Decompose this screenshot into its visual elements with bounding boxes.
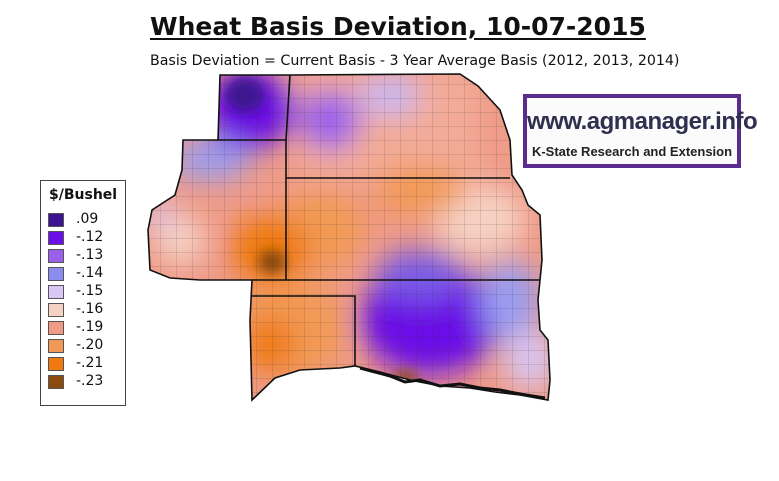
red-river-border	[359, 366, 546, 400]
map-title: Wheat Basis Deviation, 10-07-2015	[150, 12, 646, 41]
legend-item: -.15	[48, 283, 124, 300]
legend: $/Bushel .09 -.12 -.13 -.14 -.15 -.16 -.…	[40, 180, 126, 406]
legend-swatch	[48, 231, 64, 245]
legend-swatch	[48, 321, 64, 335]
legend-swatch	[48, 249, 64, 263]
brand-url: www.agmanager.info	[527, 108, 758, 135]
legend-item: -.14	[48, 265, 124, 282]
legend-item: -.23	[48, 373, 124, 390]
legend-label: -.12	[76, 229, 104, 245]
legend-label: -.14	[76, 265, 104, 281]
legend-label: -.16	[76, 301, 104, 317]
legend-label: -.23	[76, 373, 104, 389]
legend-item: -.20	[48, 337, 124, 354]
legend-label: -.20	[76, 337, 104, 353]
legend-label: -.19	[76, 319, 104, 335]
legend-title: $/Bushel	[49, 187, 118, 203]
legend-swatch	[48, 357, 64, 371]
agmanager-logo[interactable]: www.agmanager.info K-State Research and …	[523, 94, 758, 168]
legend-item: -.21	[48, 355, 124, 372]
legend-swatch	[48, 339, 64, 353]
legend-item: -.13	[48, 247, 124, 264]
legend-item: -.16	[48, 301, 124, 318]
legend-swatch	[48, 285, 64, 299]
basis-surface	[148, 74, 550, 400]
legend-label: .09	[76, 211, 99, 227]
legend-item: -.12	[48, 229, 124, 246]
legend-label: -.15	[76, 283, 104, 299]
brand-org: K-State Research and Extension	[531, 144, 733, 159]
legend-item: .09	[48, 211, 124, 228]
legend-swatch	[48, 303, 64, 317]
legend-label: -.13	[76, 247, 104, 263]
map-subtitle: Basis Deviation = Current Basis - 3 Year…	[150, 53, 680, 69]
legend-swatch	[48, 213, 64, 227]
legend-label: -.21	[76, 355, 104, 371]
legend-swatch	[48, 375, 64, 389]
legend-swatch	[48, 267, 64, 281]
legend-item: -.19	[48, 319, 124, 336]
